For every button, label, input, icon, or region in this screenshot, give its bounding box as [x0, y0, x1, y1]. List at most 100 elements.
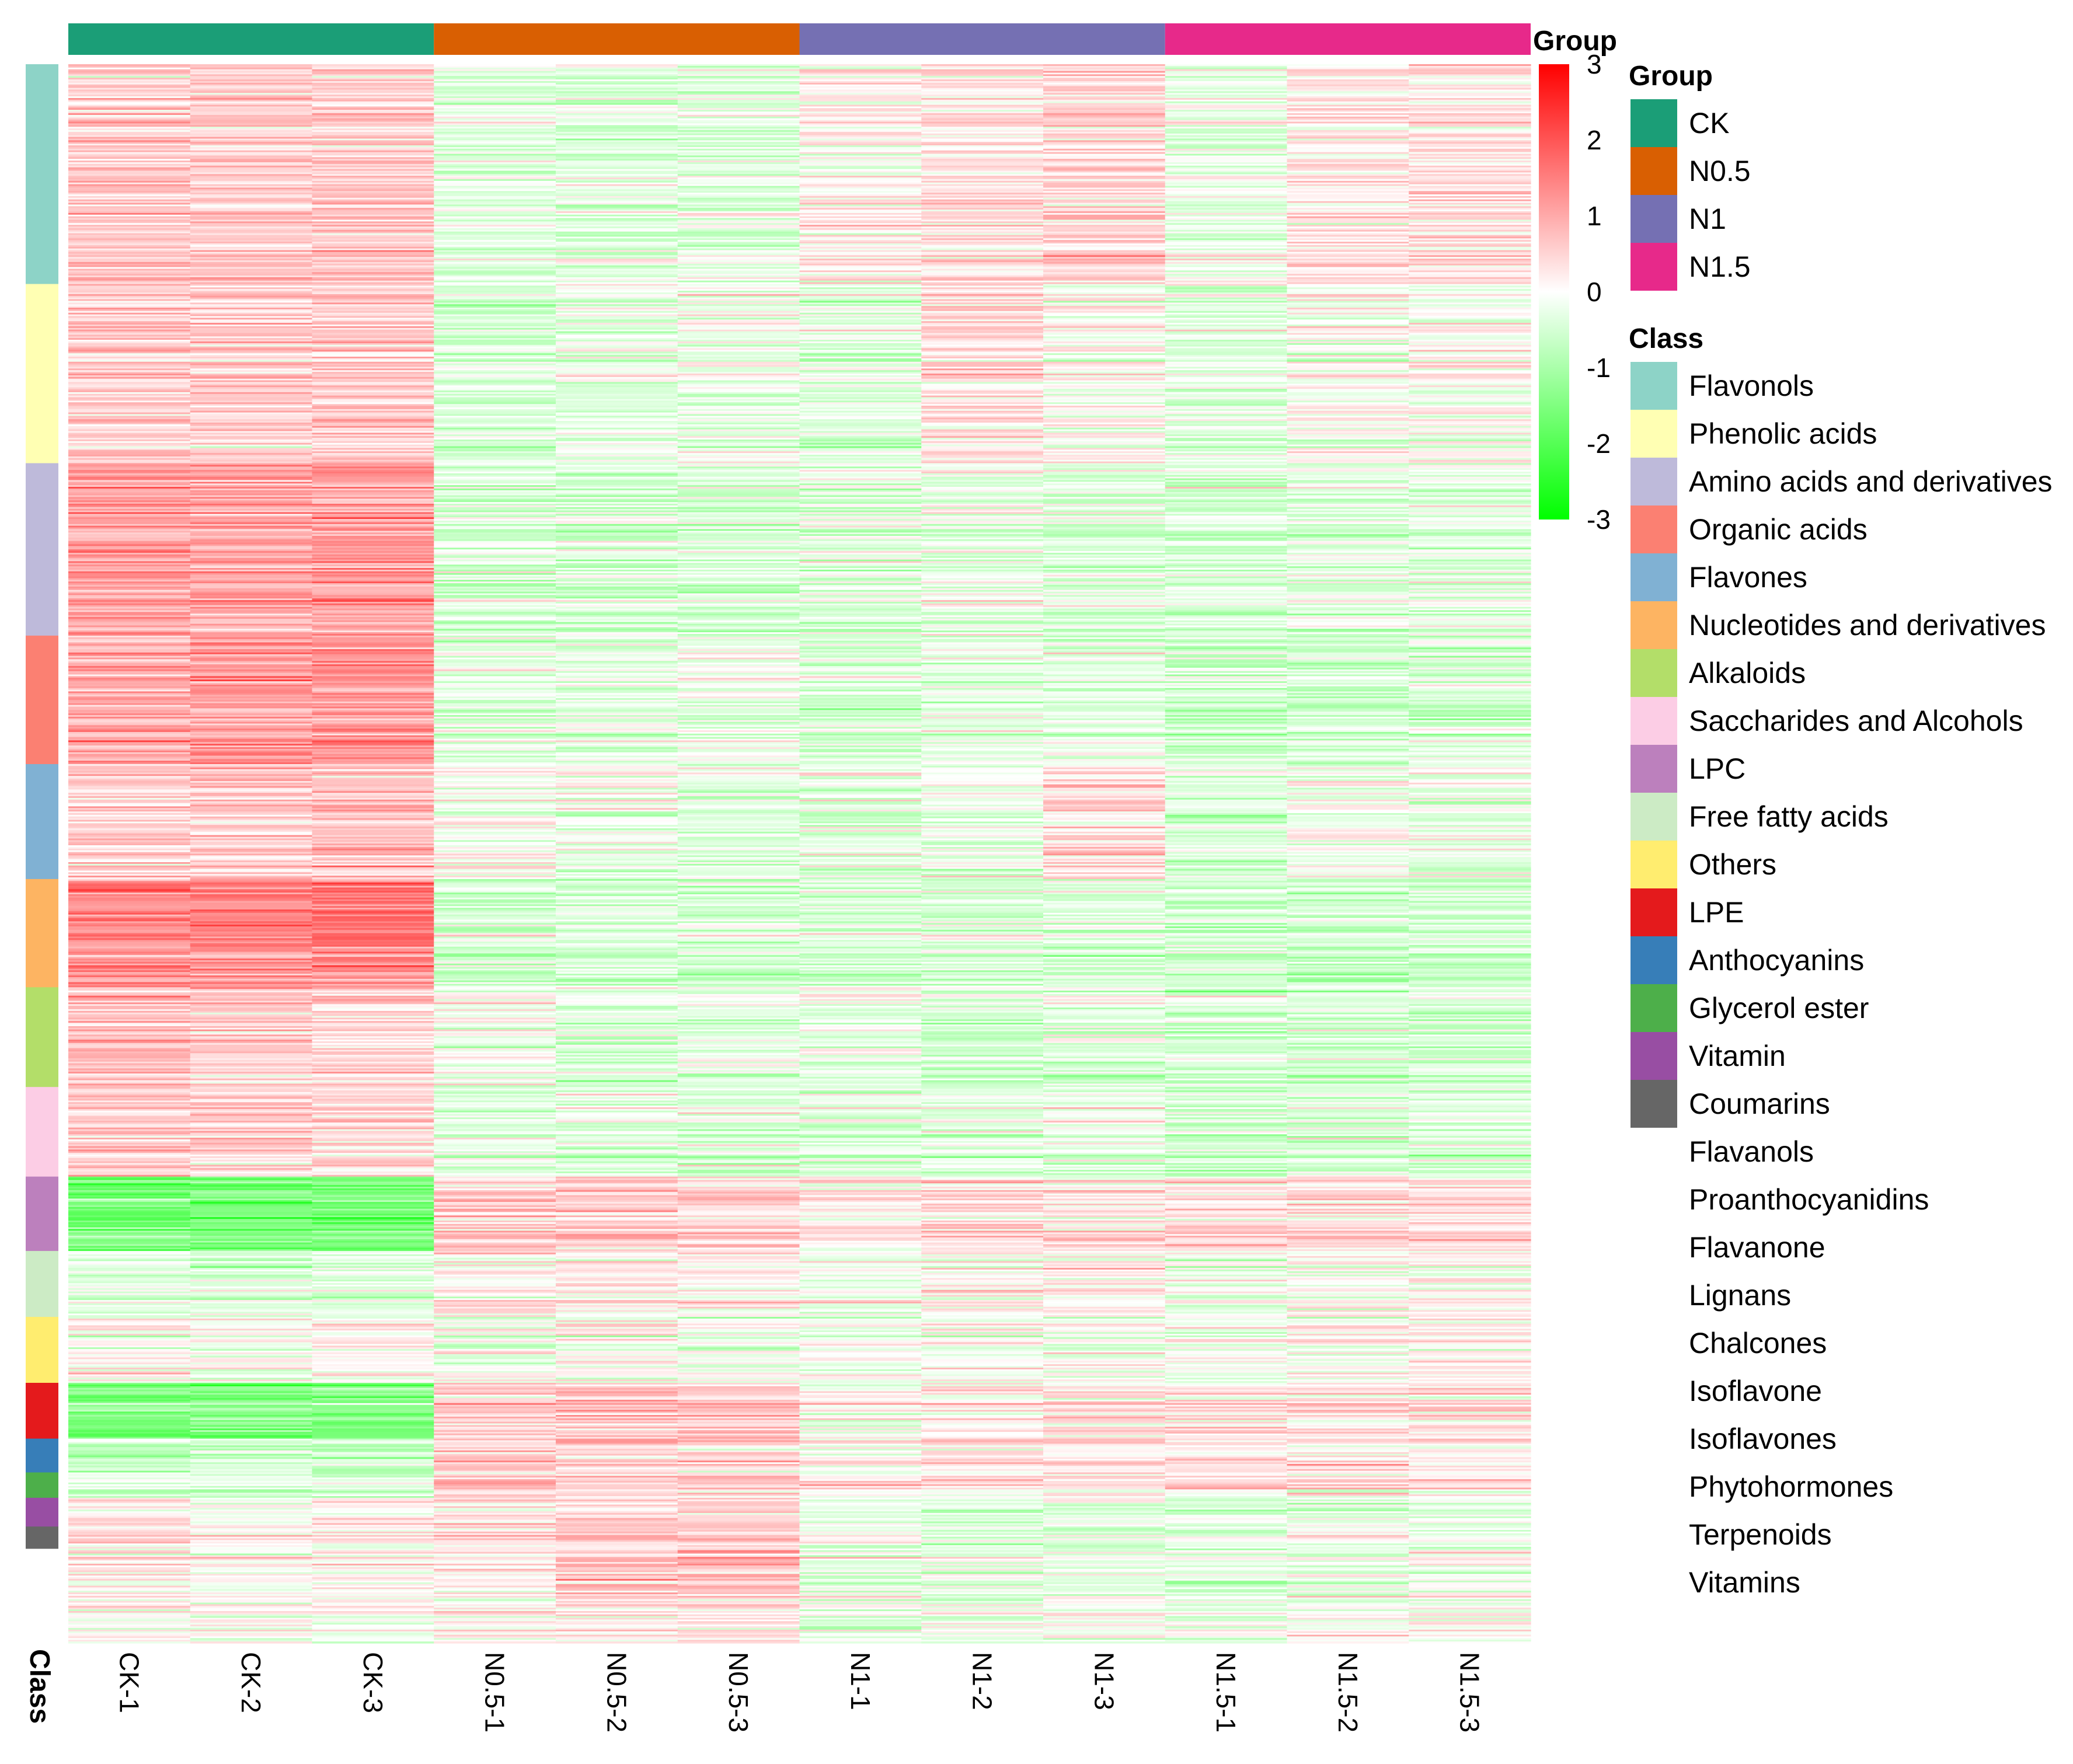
- heat-cell: [921, 485, 1044, 487]
- heat-cell: [312, 284, 434, 286]
- heat-cell: [312, 747, 434, 749]
- heat-cell: [1043, 532, 1166, 535]
- heat-cell: [556, 453, 678, 455]
- heat-cell: [1287, 642, 1409, 644]
- heat-cell: [190, 193, 313, 195]
- heat-cell: [190, 67, 313, 70]
- heat-cell: [1409, 667, 1531, 670]
- heat-cell: [1043, 693, 1166, 695]
- heat-cell: [1287, 350, 1409, 352]
- heat-cell: [434, 410, 556, 413]
- heat-cell: [1409, 325, 1531, 327]
- heat-cell: [1287, 163, 1409, 166]
- heat-cell: [434, 393, 556, 396]
- heat-cell: [434, 297, 556, 300]
- heat-cell: [1165, 350, 1288, 352]
- heat-cell: [799, 476, 922, 479]
- heat-cell: [1165, 525, 1288, 528]
- heat-cell: [68, 137, 191, 140]
- heat-cell: [799, 245, 922, 247]
- heat-cell: [677, 718, 800, 721]
- heat-cell: [312, 438, 434, 440]
- heat-cell: [921, 417, 1044, 420]
- heat-cell: [677, 314, 800, 317]
- heat-cell: [921, 262, 1044, 264]
- heat-cell: [677, 752, 800, 755]
- heat-cell: [1165, 627, 1288, 629]
- heat-cell: [921, 174, 1044, 176]
- heat-cell: [1165, 529, 1288, 531]
- heat-cell: [799, 157, 922, 159]
- heat-cell: [434, 78, 556, 80]
- heat-cell: [434, 81, 556, 83]
- heat-cell: [312, 406, 434, 408]
- heat-cell: [1165, 64, 1288, 67]
- heat-cell: [1043, 556, 1166, 559]
- heat-cell: [1409, 449, 1531, 452]
- heat-cell: [921, 114, 1044, 117]
- heat-cell: [434, 573, 556, 576]
- heat-cell: [556, 226, 678, 229]
- heat-cell: [556, 730, 678, 733]
- heat-cell: [434, 145, 556, 148]
- heat-cell: [190, 123, 313, 125]
- heat-cell: [1287, 154, 1409, 156]
- heat-cell: [1165, 201, 1288, 204]
- heat-cell: [799, 285, 922, 288]
- heat-cell: [1165, 233, 1288, 236]
- heat-cell: [1409, 142, 1531, 144]
- heat-cell: [1165, 449, 1288, 452]
- heat-cell: [677, 657, 800, 660]
- heat-cell: [190, 635, 313, 638]
- heat-cell: [1409, 566, 1531, 569]
- heat-cell: [1043, 243, 1166, 246]
- heat-cell: [434, 632, 556, 635]
- heat-cell: [1165, 491, 1288, 494]
- heat-cell: [312, 525, 434, 528]
- heat-cell: [1409, 552, 1531, 555]
- heat-cell: [434, 128, 556, 131]
- heat-cell: [1287, 184, 1409, 187]
- heat-cell: [1287, 327, 1409, 330]
- heat-cell: [1409, 738, 1531, 741]
- heat-cell: [1409, 393, 1531, 396]
- heat-cell: [1287, 581, 1409, 584]
- heat-cell: [1287, 93, 1409, 95]
- heat-cell: [1287, 409, 1409, 412]
- heat-cell: [190, 593, 313, 595]
- heat-cell: [921, 444, 1044, 447]
- heat-cell: [68, 473, 191, 476]
- heat-cell: [190, 620, 313, 623]
- heat-cell: [434, 458, 556, 461]
- heat-cell: [1165, 255, 1288, 257]
- heat-cell: [556, 162, 678, 165]
- heat-cell: [190, 417, 313, 420]
- heat-cell: [1409, 236, 1531, 239]
- heat-cell: [312, 465, 434, 467]
- heat-cell: [799, 542, 922, 545]
- heat-cell: [799, 363, 922, 366]
- heat-cell: [677, 669, 800, 672]
- heat-cell: [312, 82, 434, 85]
- heat-cell: [1409, 252, 1531, 254]
- heat-cell: [190, 194, 313, 197]
- heat-cell: [1165, 527, 1288, 530]
- heat-cell: [799, 679, 922, 682]
- group-annotation-bar: [68, 23, 1531, 55]
- heat-cell: [556, 368, 678, 371]
- heat-cell: [434, 216, 556, 219]
- heat-cell: [1409, 761, 1531, 763]
- heat-cell: [312, 323, 434, 325]
- heat-cell: [1409, 211, 1531, 214]
- heat-cell: [68, 128, 191, 131]
- heat-cell: [434, 111, 556, 114]
- heat-cell: [1043, 731, 1166, 734]
- heat-cell: [190, 600, 313, 602]
- heat-cell: [556, 417, 678, 420]
- heat-cell: [1165, 661, 1288, 663]
- heat-cell: [1043, 601, 1166, 604]
- heat-cell: [1043, 493, 1166, 496]
- heat-cell: [677, 280, 800, 283]
- heat-cell: [312, 142, 434, 144]
- heat-cell: [677, 157, 800, 159]
